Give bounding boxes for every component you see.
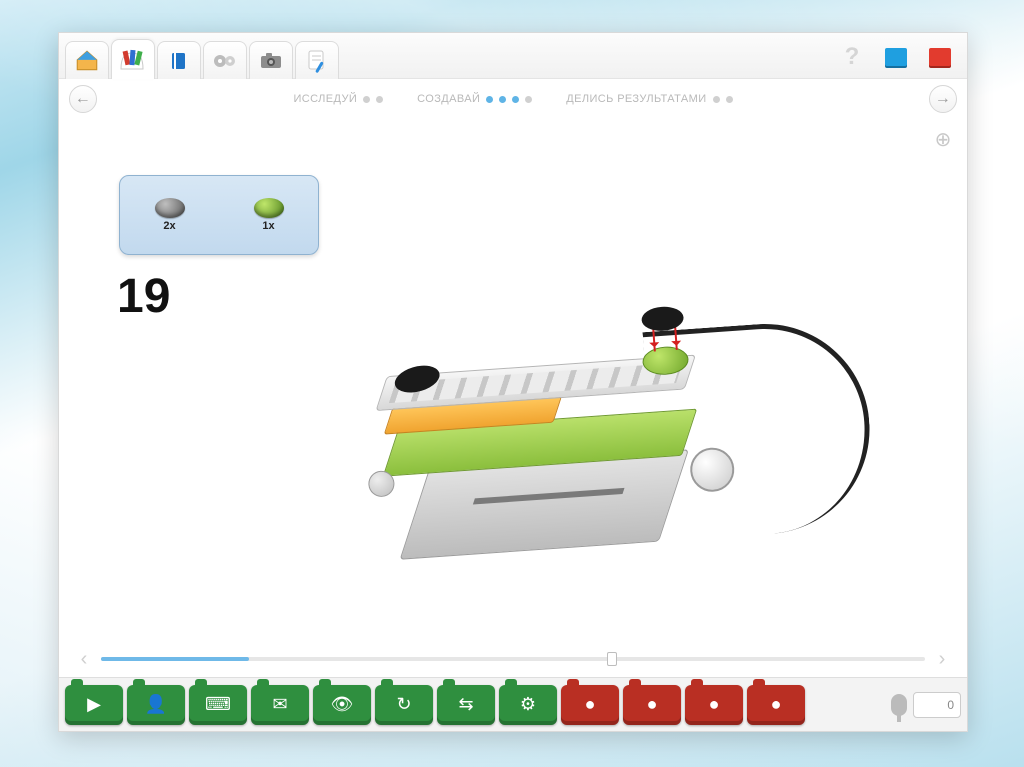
part-qty: 1x: [262, 220, 274, 232]
crumb-label: ДЕЛИСЬ РЕЗУЛЬТАТАМИ: [566, 93, 706, 105]
note-icon: [306, 49, 328, 73]
crumb-explore[interactable]: ИССЛЕДУЙ: [294, 93, 384, 105]
crumb-create[interactable]: СОЗДАВАЙ: [417, 93, 532, 105]
palette-block[interactable]: 👤: [127, 685, 185, 725]
parts-box: 2x 1x: [119, 175, 319, 255]
home-icon: [74, 48, 100, 74]
palette-block[interactable]: ●: [561, 685, 619, 725]
part-piece-icon: [155, 198, 185, 218]
crumb-label: ИССЛЕДУЙ: [294, 93, 358, 105]
window-button[interactable]: [879, 40, 913, 74]
progress-dot: [363, 96, 370, 103]
book-icon: [169, 51, 189, 71]
zoom-in-icon: ⊕: [935, 127, 952, 152]
gears-icon: [212, 50, 238, 72]
pager-next[interactable]: ›: [933, 648, 951, 671]
arrow-right-icon: →: [935, 90, 951, 108]
progress-dot: [525, 96, 532, 103]
app-window: ? ← ИССЛЕДУЙ СОЗДАВАЙ ДЕЛИСЬ РЕЗУЛЬТАТАМ…: [58, 32, 968, 732]
close-icon: [929, 48, 951, 66]
palette-block[interactable]: ●: [747, 685, 805, 725]
close-button[interactable]: [923, 40, 957, 74]
part-item: 1x: [254, 198, 284, 232]
tab-library[interactable]: [111, 39, 155, 79]
help-icon: ?: [845, 43, 860, 71]
tab-book[interactable]: [157, 41, 201, 79]
progress-dot: [726, 96, 733, 103]
step-number: 19: [117, 269, 170, 324]
chevron-right-icon: ›: [939, 648, 946, 670]
block-palette: ▶👤⌨✉👁↻⇆⚙●●●●0: [59, 677, 967, 731]
build-canvas: ⊕ 2x 1x 19: [59, 119, 967, 641]
tab-home[interactable]: [65, 41, 109, 79]
part-item: 2x: [155, 198, 185, 232]
palette-block[interactable]: ●: [685, 685, 743, 725]
progress-row: ← ИССЛЕДУЙ СОЗДАВАЙ ДЕЛИСЬ РЕЗУЛЬТАТАМИ …: [59, 79, 967, 119]
progress-dot: [499, 96, 506, 103]
progress-dot: [713, 96, 720, 103]
arrow-left-icon: ←: [75, 90, 91, 108]
palette-block[interactable]: ✉: [251, 685, 309, 725]
tab-gears[interactable]: [203, 41, 247, 79]
tab-note[interactable]: [295, 41, 339, 79]
palette-block[interactable]: ⚙: [499, 685, 557, 725]
next-section-button[interactable]: →: [929, 85, 957, 113]
pager-fill: [101, 657, 249, 661]
palette-block[interactable]: ⇆: [437, 685, 495, 725]
mic-icon: [891, 694, 907, 716]
tab-camera[interactable]: [249, 41, 293, 79]
part-piece-icon: [254, 198, 284, 218]
library-icon: [119, 47, 147, 73]
model-illustration: [278, 251, 819, 606]
palette-block[interactable]: ⌨: [189, 685, 247, 725]
crumb-share[interactable]: ДЕЛИСЬ РЕЗУЛЬТАТАМИ: [566, 93, 732, 105]
camera-icon: [259, 51, 283, 71]
pager-thumb[interactable]: [607, 652, 617, 666]
palette-block[interactable]: ●: [623, 685, 681, 725]
prev-section-button[interactable]: ←: [69, 85, 97, 113]
zoom-in-button[interactable]: ⊕: [931, 127, 955, 151]
crumb-label: СОЗДАВАЙ: [417, 93, 480, 105]
progress-dot: [486, 96, 493, 103]
pager-prev[interactable]: ‹: [75, 648, 93, 671]
pager-track[interactable]: [101, 657, 925, 661]
palette-counter: 0: [913, 692, 961, 718]
palette-block[interactable]: ↻: [375, 685, 433, 725]
palette-block[interactable]: 👁: [313, 685, 371, 725]
step-pager: ‹ ›: [59, 641, 967, 677]
window-icon: [885, 48, 907, 66]
chevron-left-icon: ‹: [81, 648, 88, 670]
progress-dot: [376, 96, 383, 103]
help-button[interactable]: ?: [835, 40, 869, 74]
palette-block[interactable]: ▶: [65, 685, 123, 725]
palette-tail: 0: [891, 692, 961, 718]
progress-dot: [512, 96, 519, 103]
toolbar: ?: [59, 33, 967, 79]
part-qty: 2x: [163, 220, 175, 232]
